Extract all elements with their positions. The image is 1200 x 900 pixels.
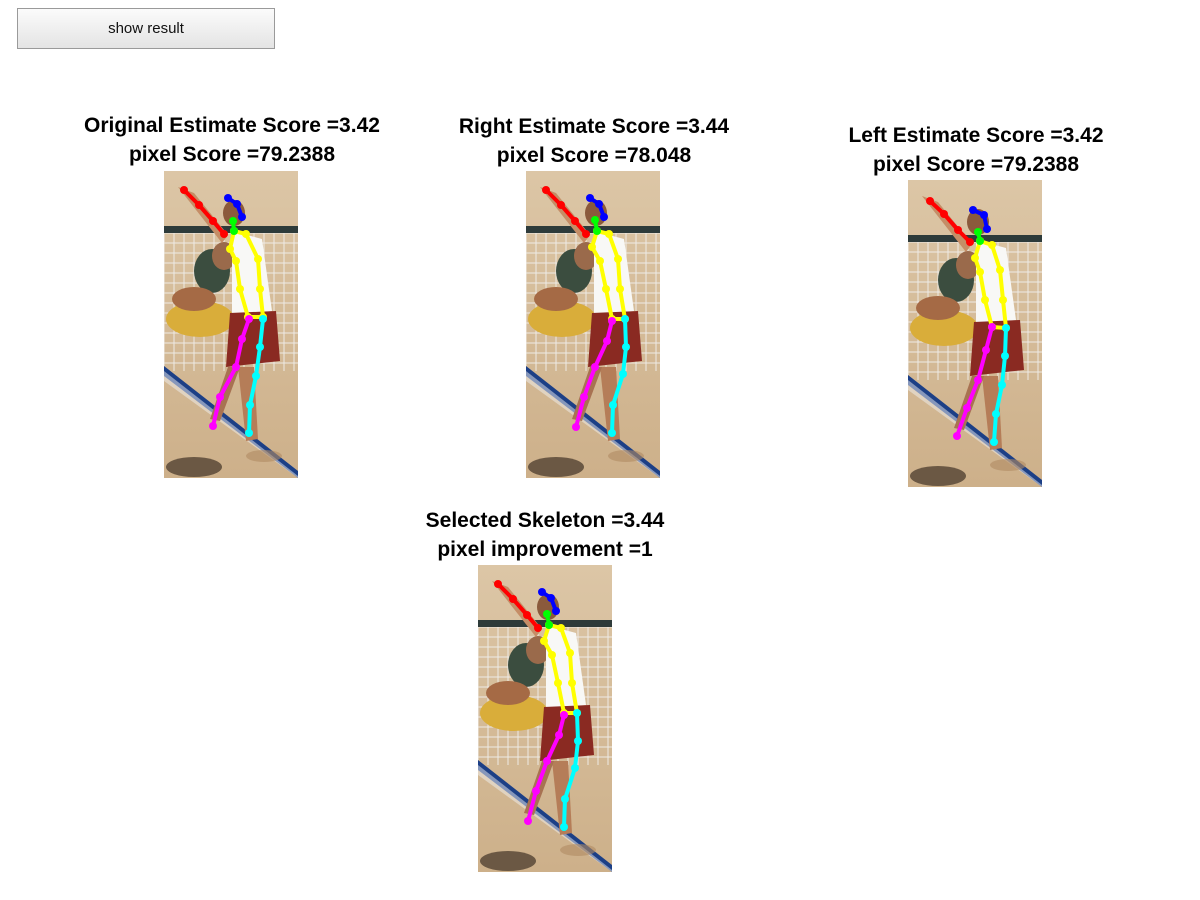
pose-overlay xyxy=(908,180,1042,487)
left-estimate-image xyxy=(908,180,1042,487)
original-pixel-score: pixel Score =79.2388 xyxy=(128,143,336,166)
show-result-button[interactable]: show result xyxy=(17,8,275,49)
pose-overlay xyxy=(164,171,298,478)
right-estimate-image xyxy=(526,171,660,478)
original-estimate-image xyxy=(164,171,298,478)
original-estimate-title: Original Estimate Score =3.42 pixel Scor… xyxy=(22,111,442,169)
right-estimate-title: Right Estimate Score =3.44 pixel Score =… xyxy=(384,112,804,170)
right-estimate-score: Right Estimate Score =3.44 xyxy=(458,115,730,138)
pose-overlay xyxy=(478,565,612,872)
pixel-improvement: pixel improvement =1 xyxy=(437,538,653,561)
selected-skeleton-score: Selected Skeleton =3.44 xyxy=(425,509,665,532)
selected-skeleton-image xyxy=(478,565,612,872)
original-estimate-score: Original Estimate Score =3.42 xyxy=(84,114,380,137)
right-pixel-score: pixel Score =78.048 xyxy=(496,144,692,167)
selected-skeleton-title: Selected Skeleton =3.44 pixel improvemen… xyxy=(335,506,755,564)
left-estimate-title: Left Estimate Score =3.42 pixel Score =7… xyxy=(766,121,1186,179)
left-pixel-score: pixel Score =79.2388 xyxy=(872,153,1080,176)
pose-overlay xyxy=(526,171,660,478)
left-estimate-score: Left Estimate Score =3.42 xyxy=(848,124,1104,147)
